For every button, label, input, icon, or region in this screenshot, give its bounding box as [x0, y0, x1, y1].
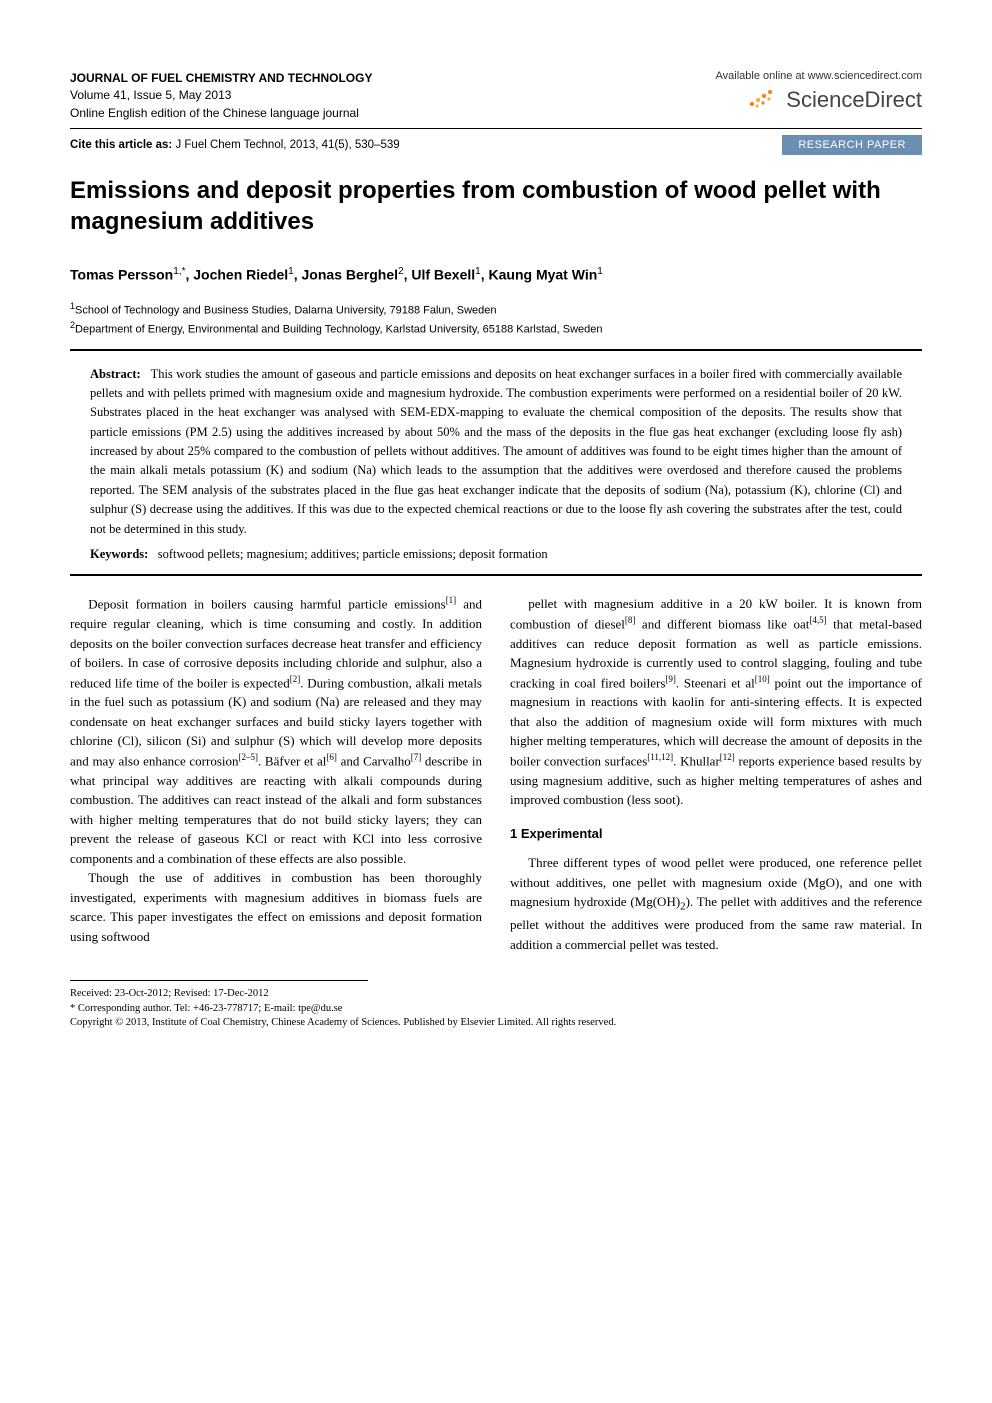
citation-text: Cite this article as: J Fuel Chem Techno…	[70, 139, 400, 151]
citation-row: Cite this article as: J Fuel Chem Techno…	[70, 135, 922, 155]
sciencedirect-logo: ScienceDirect	[716, 86, 922, 113]
header-rule	[70, 128, 922, 129]
body-left-p2: Though the use of additives in combustio…	[70, 868, 482, 946]
body-columns: Deposit formation in boilers causing har…	[70, 594, 922, 954]
article-title: Emissions and deposit properties from co…	[70, 175, 922, 237]
body-left-p1: Deposit formation in boilers causing har…	[70, 594, 482, 868]
affiliation-line: 1School of Technology and Business Studi…	[70, 300, 922, 319]
body-left-column: Deposit formation in boilers causing har…	[70, 594, 482, 954]
body-right-p1: pellet with magnesium additive in a 20 k…	[510, 594, 922, 809]
keywords-label: Keywords:	[90, 547, 148, 561]
sciencedirect-dots-icon	[746, 86, 780, 113]
body-right-column: pellet with magnesium additive in a 20 k…	[510, 594, 922, 954]
sciencedirect-wordmark: ScienceDirect	[786, 87, 922, 113]
cite-value: J Fuel Chem Technol, 2013, 41(5), 530–53…	[172, 139, 399, 151]
available-online-text: Available online at www.sciencedirect.co…	[716, 70, 922, 82]
authors-list: Tomas Persson1,*, Jochen Riedel1, Jonas …	[70, 266, 922, 283]
journal-edition: Online English edition of the Chinese la…	[70, 105, 372, 122]
journal-info: JOURNAL OF FUEL CHEMISTRY AND TECHNOLOGY…	[70, 70, 372, 122]
affiliations: 1School of Technology and Business Studi…	[70, 300, 922, 338]
affiliation-line: 2Department of Energy, Environmental and…	[70, 319, 922, 338]
journal-header: JOURNAL OF FUEL CHEMISTRY AND TECHNOLOGY…	[70, 70, 922, 122]
copyright-line: Copyright © 2013, Institute of Coal Chem…	[70, 1016, 922, 1031]
abstract-text: This work studies the amount of gaseous …	[90, 367, 902, 536]
body-right-p2: Three different types of wood pellet wer…	[510, 853, 922, 954]
abstract-top-rule	[70, 349, 922, 351]
received-dates: Received: 23-Oct-2012; Revised: 17-Dec-2…	[70, 987, 922, 1002]
keywords-text: softwood pellets; magnesium; additives; …	[158, 547, 548, 561]
journal-volume: Volume 41, Issue 5, May 2013	[70, 87, 372, 104]
keywords-line: Keywords: softwood pellets; magnesium; a…	[90, 545, 902, 564]
footer-rule	[70, 980, 368, 981]
footer-notes: Received: 23-Oct-2012; Revised: 17-Dec-2…	[70, 987, 922, 1031]
corresponding-author: * Corresponding author. Tel: +46-23-7787…	[70, 1002, 922, 1017]
abstract-label: Abstract:	[90, 367, 141, 381]
abstract-bottom-rule	[70, 574, 922, 576]
cite-label: Cite this article as:	[70, 139, 172, 151]
online-availability: Available online at www.sciencedirect.co…	[716, 70, 922, 113]
abstract-block: Abstract: This work studies the amount o…	[70, 365, 922, 565]
section-heading-experimental: 1 Experimental	[510, 824, 922, 844]
journal-name: JOURNAL OF FUEL CHEMISTRY AND TECHNOLOGY	[70, 70, 372, 87]
abstract-paragraph: Abstract: This work studies the amount o…	[90, 365, 902, 539]
research-paper-badge: RESEARCH PAPER	[782, 135, 922, 155]
